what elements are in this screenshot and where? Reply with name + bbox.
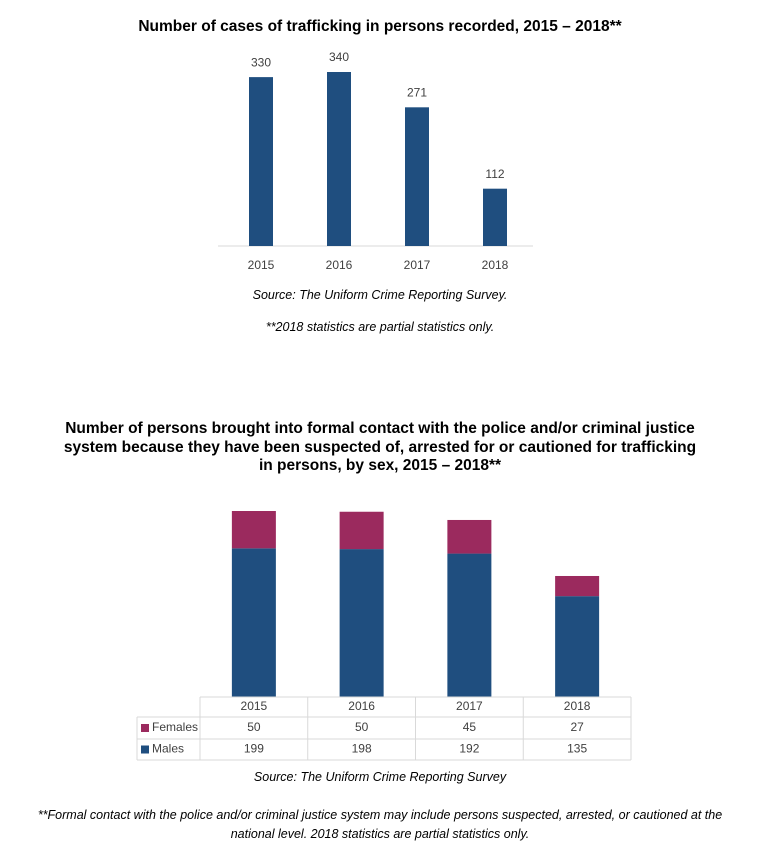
note: **2018 statistics are partial statistics… [265, 320, 495, 334]
table-value: 192 [459, 742, 479, 756]
bar-segment [447, 519, 492, 554]
legend-swatch [141, 745, 149, 754]
legend-swatch [141, 724, 149, 732]
table-value: 50 [355, 720, 369, 734]
x-tick-label: 2017 [404, 258, 431, 272]
bar-segment [339, 511, 384, 550]
source: Source: The Uniform Crime Reporting Surv… [253, 770, 507, 784]
bar [249, 77, 273, 246]
note: **Formal contact with the police and/or … [37, 808, 723, 841]
chart-title: Number of cases of trafficking in person… [138, 18, 622, 35]
value-label: 340 [329, 50, 349, 64]
chart-title: Number of persons brought into formal co… [63, 420, 697, 474]
value-label: 112 [485, 167, 504, 181]
bar-segment [555, 575, 600, 597]
table-value: 199 [244, 742, 264, 756]
value-label: 330 [251, 55, 271, 69]
x-tick-label: 2018 [482, 258, 509, 272]
table-value: 135 [567, 742, 587, 756]
bar-segment [339, 549, 384, 697]
table-value: 45 [463, 720, 477, 734]
x-tick-label: 2016 [326, 258, 353, 272]
legend-label: Males [152, 742, 184, 756]
bar-segment [231, 548, 276, 697]
x-tick-label: 2015 [248, 258, 275, 272]
source: Source: The Uniform Crime Reporting Surv… [252, 288, 508, 302]
bar-segment [555, 596, 600, 697]
table-value: 50 [247, 720, 261, 734]
x-tick-label: 2016 [348, 699, 375, 713]
legend-label: Females [152, 720, 198, 734]
x-tick-label: 2017 [456, 699, 483, 713]
bar [483, 188, 507, 246]
bar [405, 107, 429, 246]
value-label: 271 [407, 85, 427, 99]
table-value: 27 [570, 720, 584, 734]
bar [327, 72, 351, 246]
x-tick-label: 2018 [564, 699, 591, 713]
bar-segment [231, 511, 276, 549]
table-value: 198 [352, 742, 372, 756]
x-tick-label: 2015 [241, 699, 268, 713]
bar-segment [447, 553, 492, 697]
